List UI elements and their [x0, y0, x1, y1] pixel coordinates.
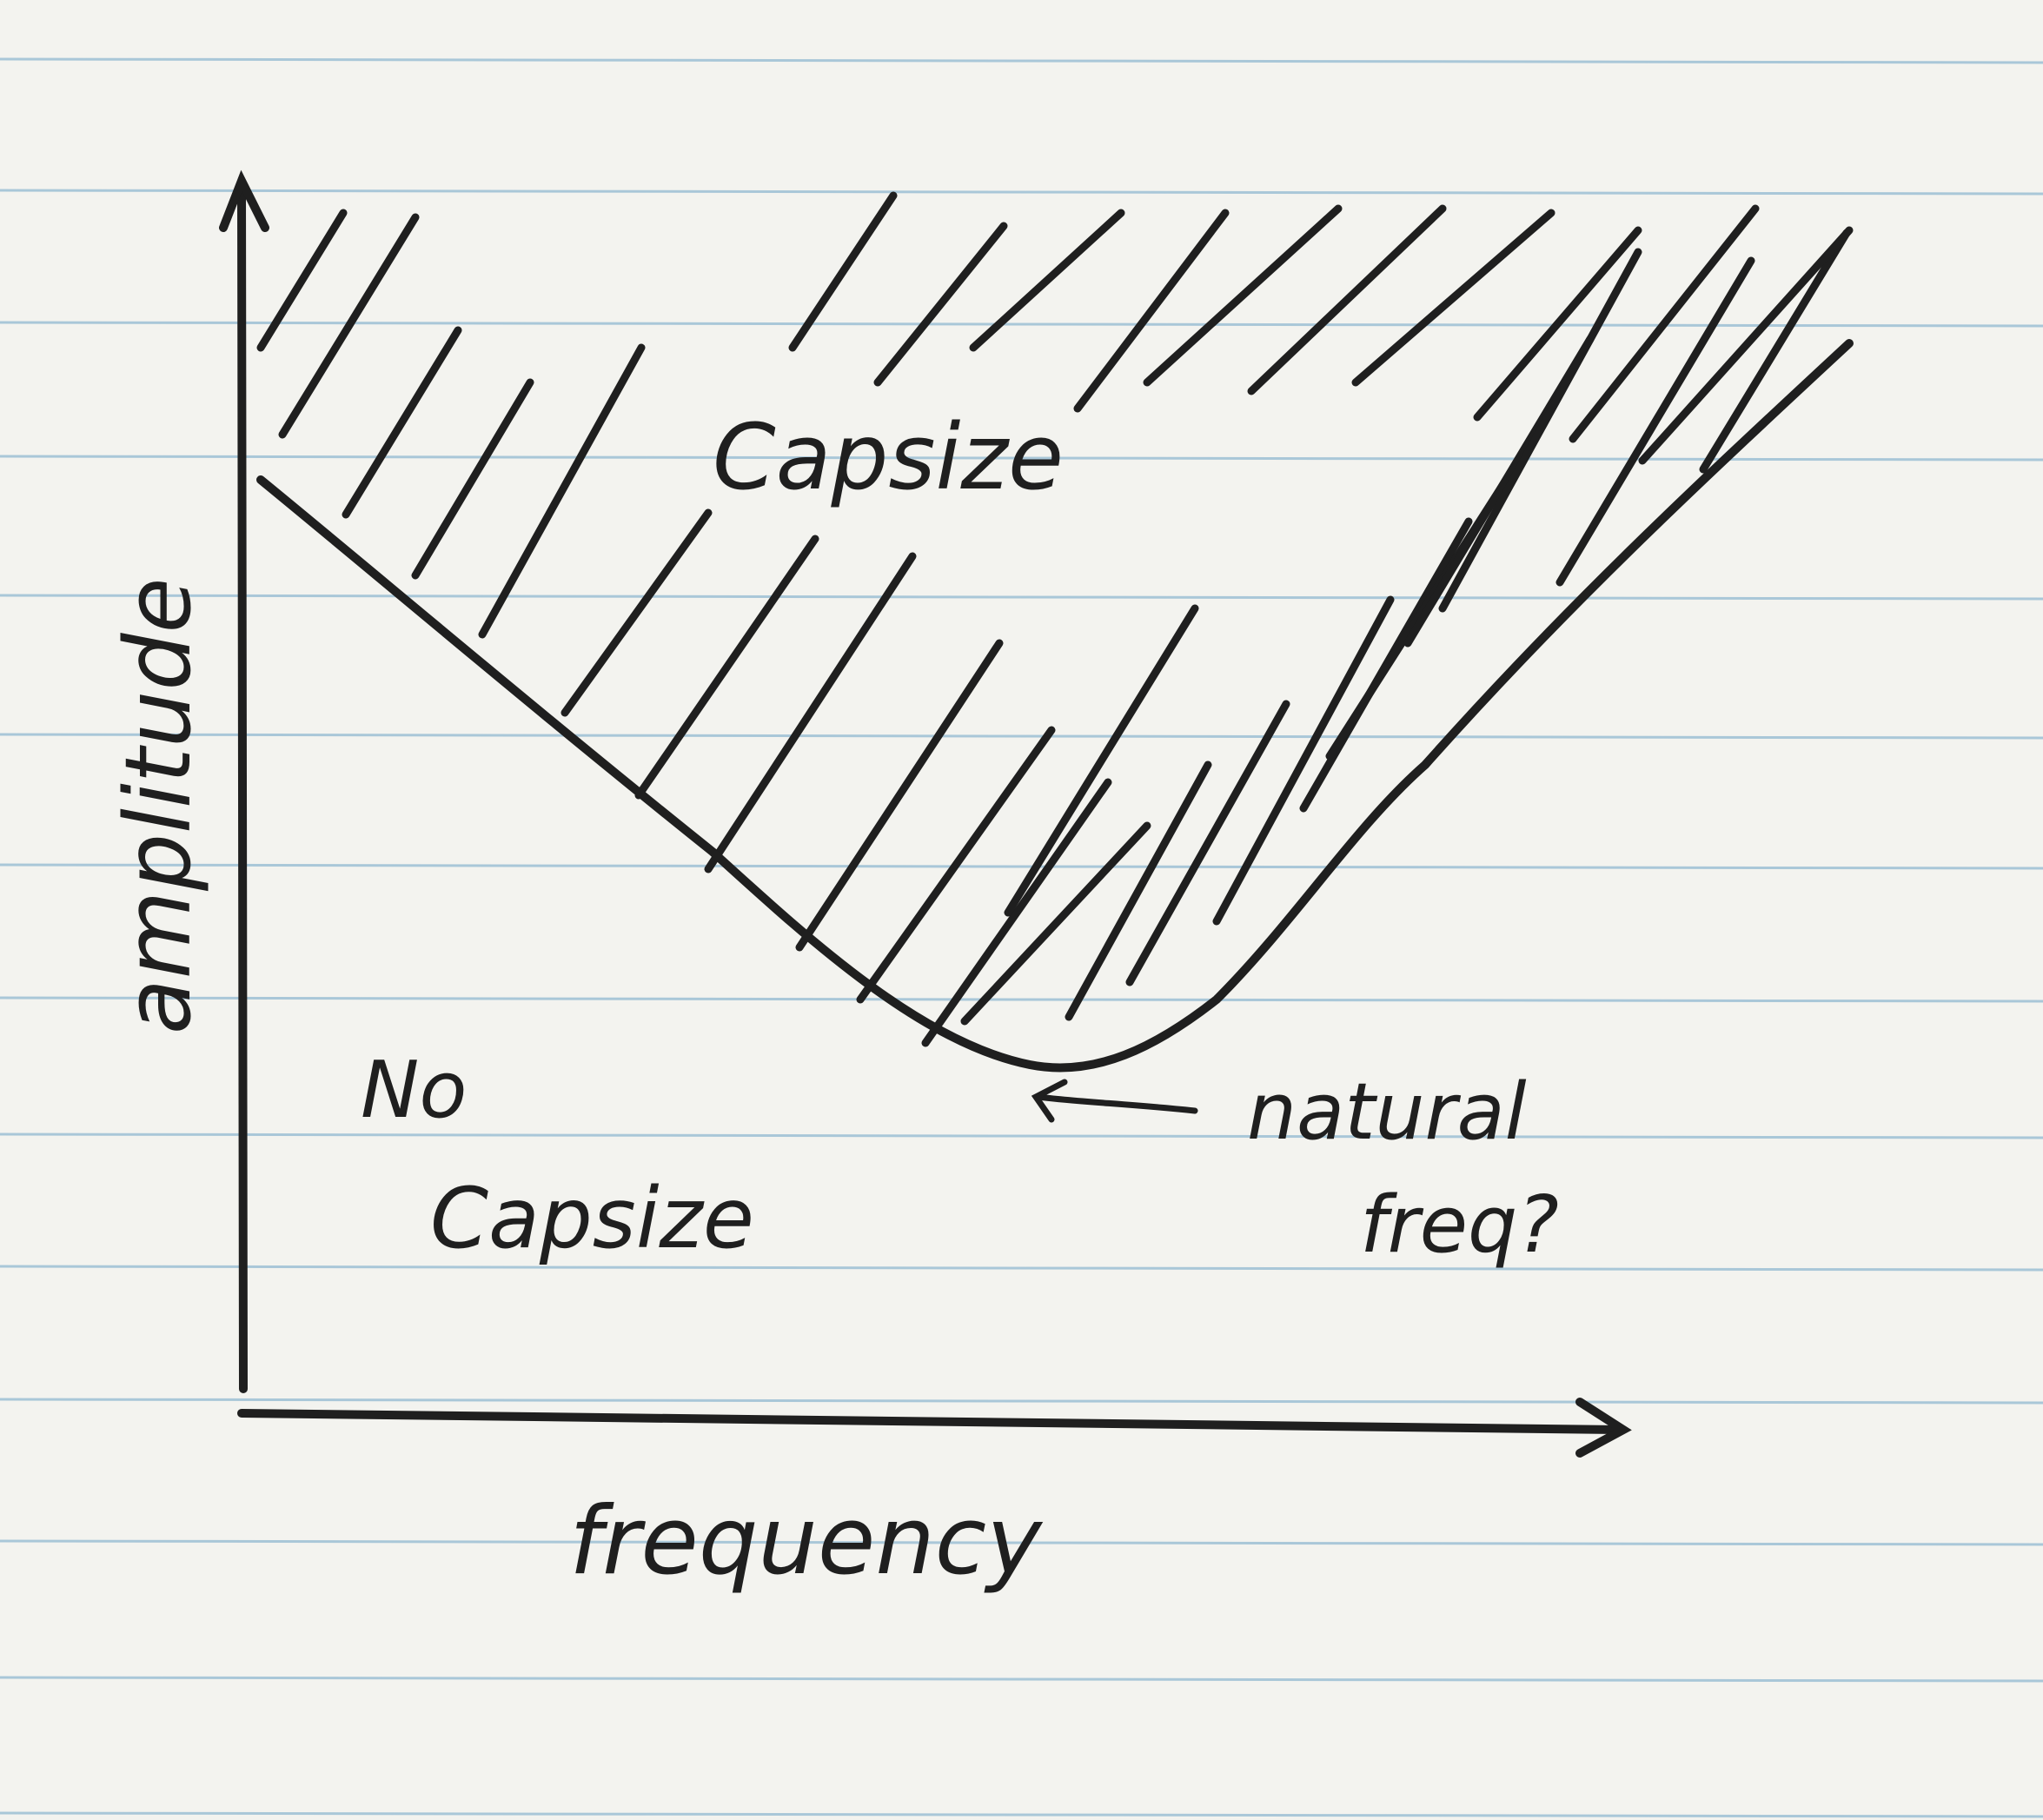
- hatch-stroke: [795, 639, 1004, 952]
- hatch-stroke: [1638, 226, 1854, 465]
- hatch-stroke: [478, 343, 646, 639]
- hatch-stroke: [1247, 204, 1447, 395]
- ruled-line: [0, 1676, 2043, 1683]
- hatch-stroke: [1569, 204, 1760, 443]
- y-axis-label: amplitude: [105, 577, 211, 1034]
- hatch-stroke: [1143, 204, 1343, 387]
- hatch-stroke: [1351, 209, 1555, 387]
- axes: [219, 169, 1632, 1458]
- hatch-stroke: [704, 552, 917, 873]
- hatch-stroke: [856, 726, 1056, 1004]
- ruled-line: [0, 189, 2043, 196]
- hatch-stroke: [342, 326, 462, 519]
- hatch-stroke: [1473, 226, 1642, 422]
- hatch-stroke: [1073, 209, 1230, 413]
- y-axis-arrowhead: [219, 169, 269, 232]
- natural-freq-label-line2: freq?: [1360, 1179, 1559, 1271]
- y-axis: [237, 183, 248, 1393]
- x-axis: [237, 1409, 1622, 1434]
- hatch-stroke: [1065, 761, 1212, 1021]
- ruled-line: [0, 1398, 2043, 1405]
- ruled-line: [0, 455, 2043, 462]
- hatch-stroke: [634, 535, 819, 800]
- hatch-stroke: [1699, 229, 1851, 474]
- region-no-capsize-line1: No: [361, 1045, 467, 1136]
- capsize-boundary-curve: [256, 339, 1854, 1073]
- capsize-hatching: [256, 191, 1854, 1047]
- hatch-stroke: [1125, 700, 1290, 986]
- hatch-stroke: [1438, 248, 1642, 613]
- ruled-line: [0, 1811, 2043, 1818]
- ruled-line: [0, 57, 2043, 64]
- x-axis-arrowhead: [1575, 1398, 1632, 1458]
- hatch-stroke: [788, 191, 898, 352]
- hatch-stroke: [969, 209, 1125, 352]
- natural-freq-label-line1: natural: [1247, 1066, 1527, 1158]
- hatch-stroke: [411, 378, 534, 580]
- ruled-lines: [0, 57, 2043, 1818]
- ruled-line: [0, 1133, 2043, 1139]
- hatch-stroke: [1004, 604, 1199, 917]
- hatch-stroke: [960, 821, 1151, 1026]
- ruled-line: [0, 733, 2043, 740]
- natural-freq-arrow: [1031, 1079, 1198, 1123]
- ruled-line: [0, 996, 2043, 1003]
- hatch-stroke: [1212, 595, 1395, 926]
- hatch-stroke: [256, 209, 348, 352]
- x-axis-label: frequency: [569, 1487, 1044, 1596]
- ruled-line: [0, 863, 2043, 870]
- region-capsize-label: Capsize: [713, 404, 1064, 510]
- region-no-capsize-line2: Capsize: [430, 1170, 754, 1267]
- ruled-line: [0, 321, 2043, 328]
- hatch-stroke: [873, 222, 1008, 387]
- hatch-stroke: [278, 213, 420, 439]
- ruled-line: [0, 1539, 2043, 1546]
- ruled-line: [0, 1265, 2043, 1272]
- hatch-stroke: [560, 508, 713, 717]
- hatch-stroke: [1555, 256, 1755, 587]
- hatch-stroke: [921, 778, 1112, 1047]
- ruled-line: [0, 594, 2043, 601]
